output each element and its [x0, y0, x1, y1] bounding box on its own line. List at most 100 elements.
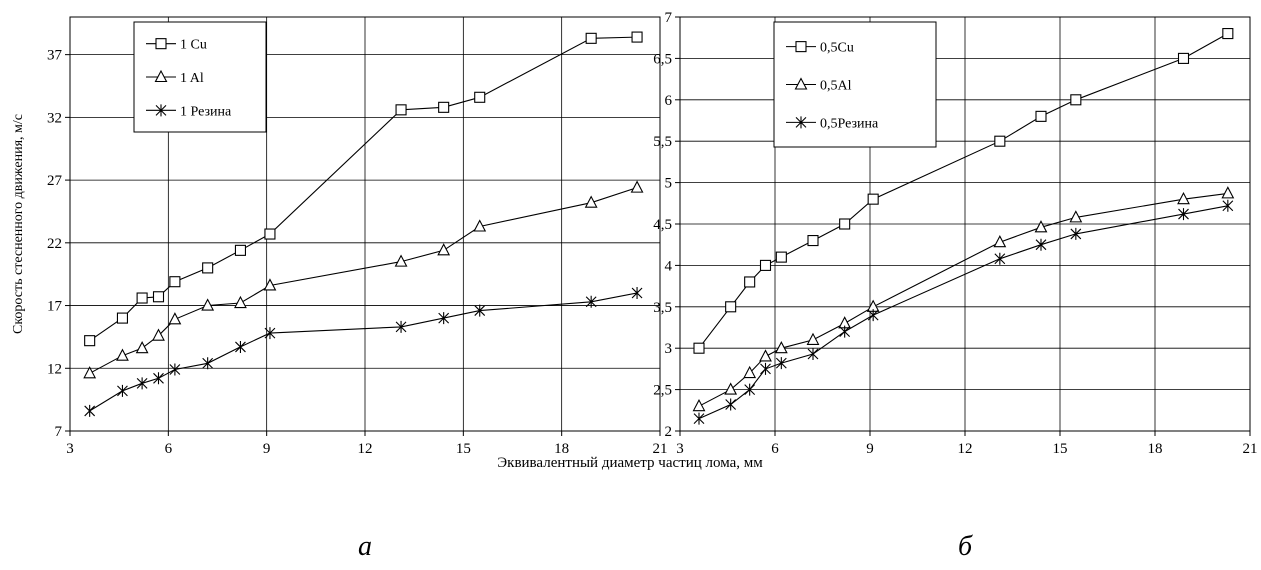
- data-point-asterisk: [867, 309, 879, 322]
- legend-entry-label: 0,5Cu: [820, 41, 854, 56]
- y-tick-label: 4: [665, 258, 673, 274]
- data-point-asterisk: [1070, 227, 1082, 240]
- legend: 0,5Cu 0,5Al 0,5Резина: [773, 21, 937, 148]
- y-axis-label: Скорость стесненного движения, м/с: [11, 114, 26, 334]
- y-tick-label: 7: [665, 10, 673, 26]
- y-tick-label: 6: [665, 93, 673, 109]
- series-square: [84, 31, 643, 347]
- data-point-square: [202, 262, 214, 274]
- data-point-square: [474, 91, 486, 103]
- legend-entry-label: 1 Cu: [180, 38, 207, 53]
- data-point-triangle: [743, 365, 757, 379]
- data-point-asterisk: [839, 325, 851, 338]
- x-tick-label: 3: [66, 441, 74, 457]
- data-point-triangle: [83, 366, 97, 379]
- data-point-square: [84, 335, 96, 347]
- data-point-square: [395, 104, 407, 116]
- data-point-triangle: [1177, 191, 1190, 205]
- data-point-triangle: [152, 328, 165, 341]
- x-tick-label: 12: [958, 441, 973, 457]
- data-point-square: [152, 291, 165, 303]
- legend: 1 Cu 1 Al 1 Резина: [133, 21, 267, 133]
- data-point-asterisk: [117, 384, 128, 397]
- data-point-triangle: [806, 332, 820, 345]
- series-line: [698, 205, 1228, 420]
- y-tick-label: 22: [47, 236, 62, 252]
- y-tick-label: 5,5: [653, 134, 672, 150]
- y-tick-label: 7: [55, 424, 63, 440]
- data-point-asterisk: [1222, 199, 1234, 212]
- series-asterisk: [693, 199, 1234, 425]
- data-point-asterisk: [264, 327, 276, 340]
- data-point-square: [839, 218, 851, 230]
- y-tick-label: 5: [665, 176, 673, 192]
- data-point-triangle: [1069, 210, 1083, 223]
- x-axis-label: Эквивалентный диаметр частиц лома, мм: [497, 455, 763, 471]
- data-point-triangle: [692, 398, 706, 412]
- x-tick-label: 12: [358, 441, 373, 457]
- x-tick-label: 6: [771, 441, 779, 457]
- data-point-square: [1177, 52, 1190, 64]
- data-point-square: [631, 31, 643, 43]
- series-asterisk: [84, 287, 643, 417]
- y-tick-label: 37: [47, 48, 63, 64]
- data-point-square: [1222, 28, 1234, 40]
- x-tick-label: 3: [676, 441, 684, 457]
- y-tick-label: 3,5: [653, 300, 672, 316]
- data-point-triangle: [201, 298, 215, 311]
- data-point-triangle: [168, 312, 182, 325]
- data-point-asterisk: [807, 347, 819, 360]
- data-point-asterisk: [1035, 238, 1047, 251]
- data-point-square: [264, 228, 276, 240]
- data-point-asterisk: [153, 372, 164, 385]
- series-line: [89, 292, 638, 412]
- data-point-square: [994, 135, 1006, 147]
- data-point-triangle: [135, 341, 149, 354]
- chart-panel-2: 3 6 9 12 15 18 2122,533,544,555,566,570,5Cu0,5…: [653, 10, 1257, 562]
- data-point-asterisk: [725, 398, 737, 411]
- y-tick-label: 4,5: [653, 217, 672, 233]
- x-tick-label: 15: [1053, 441, 1068, 457]
- x-tick-label: 21: [1243, 441, 1258, 457]
- data-point-asterisk: [631, 287, 643, 299]
- data-point-asterisk: [744, 383, 756, 396]
- data-point-square: [744, 276, 756, 288]
- data-point-asterisk: [84, 404, 96, 417]
- y-tick-label: 3: [665, 341, 673, 357]
- data-point-triangle: [1221, 186, 1235, 199]
- data-point-square: [438, 101, 450, 113]
- data-point-square: [725, 301, 737, 313]
- data-point-square: [585, 32, 597, 44]
- data-point-triangle: [263, 278, 277, 291]
- x-tick-label: 18: [1148, 441, 1163, 457]
- series-line: [698, 192, 1228, 407]
- legend-entry-label: 0,5Al: [820, 79, 852, 94]
- data-point-asterisk: [585, 295, 597, 308]
- data-point-asterisk: [775, 357, 787, 370]
- legend-marker-triangle: [794, 77, 808, 90]
- data-point-square: [775, 251, 787, 263]
- data-point-asterisk: [760, 362, 771, 375]
- data-point-triangle: [993, 235, 1007, 248]
- series-triangle: [692, 186, 1235, 412]
- data-point-asterisk: [235, 340, 246, 353]
- data-point-asterisk: [136, 377, 148, 390]
- data-point-triangle: [774, 341, 788, 354]
- x-tick-label: 6: [165, 441, 173, 457]
- data-point-square: [1035, 110, 1047, 122]
- x-tick-label: 9: [263, 441, 271, 457]
- x-tick-label: 15: [456, 441, 471, 457]
- panel-letter: а: [358, 531, 372, 562]
- legend-marker-asterisk: [155, 104, 167, 117]
- data-point-square: [136, 292, 148, 304]
- y-tick-label: 12: [47, 361, 62, 377]
- data-point-asterisk: [202, 357, 214, 370]
- data-point-triangle: [724, 382, 738, 395]
- data-point-triangle: [584, 195, 598, 208]
- data-point-asterisk: [169, 363, 181, 376]
- data-point-asterisk: [395, 320, 407, 333]
- data-point-square: [1070, 94, 1082, 106]
- y-tick-label: 6,5: [653, 51, 672, 67]
- data-point-square: [867, 193, 879, 205]
